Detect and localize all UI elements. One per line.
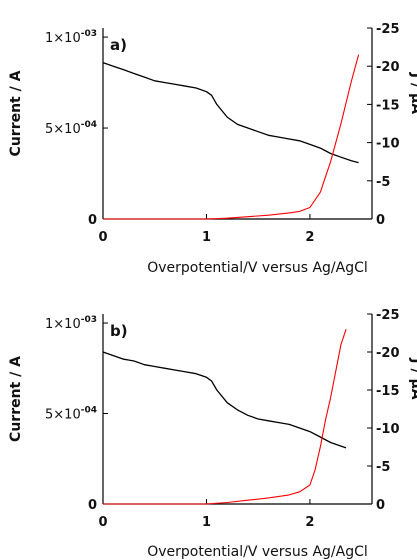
x-tick-label: 1 <box>202 515 211 530</box>
y-right-tick-label: -25 <box>376 308 400 323</box>
y-right-tick-label: -10 <box>376 422 400 437</box>
series-line-current <box>102 351 347 449</box>
panel-label: a) <box>110 36 127 54</box>
x-axis-title: Overpotential/V versus Ag/AgCl <box>147 544 368 560</box>
x-axis-title: Overpotential/V versus Ag/AgCl <box>147 260 368 276</box>
x-tick-label: 0 <box>98 515 107 530</box>
y-left-tick-label: 1×10-03 <box>45 315 97 332</box>
y-left-tick-label: 0 <box>88 498 97 513</box>
y-left-tick-exponent: -04 <box>81 120 97 130</box>
y-left-tick-base: 0 <box>88 213 97 228</box>
y-left-tick-base: 1×10 <box>45 31 81 46</box>
y-left-tick-label: 5×10-04 <box>45 120 97 137</box>
y-right-tick-label: -25 <box>376 22 400 37</box>
x-tick-label: 2 <box>305 515 314 530</box>
series-line-current <box>102 61 359 164</box>
y-left-tick-base: 5×10 <box>45 122 81 137</box>
chart-panel-1: 0 1 2 0 5×10-04 1×10-03 0 -5 -10 -15 -20 -25 Overpot… <box>8 22 417 276</box>
y-right-tick-label: -10 <box>376 137 400 152</box>
y-left-tick-exponent: -04 <box>81 406 97 416</box>
x-tick-label: 1 <box>202 230 211 245</box>
y-axis-left-title: Current / A <box>8 356 24 442</box>
y-right-tick-label: -20 <box>376 346 400 361</box>
y-axis-right-title: J / µA <box>408 72 417 114</box>
y-right-tick-label: -15 <box>376 384 400 399</box>
y-left-tick-base: 0 <box>88 498 97 513</box>
y-left-tick-exponent: -03 <box>81 29 97 39</box>
series-line-density <box>103 54 360 220</box>
x-tick-label: 2 <box>305 230 314 245</box>
y-left-tick-label: 0 <box>88 213 97 228</box>
series-line-density <box>103 329 347 505</box>
y-right-tick-label: -5 <box>376 175 390 190</box>
y-left-tick-label: 5×10-04 <box>45 406 97 423</box>
panel-label: b) <box>110 322 128 340</box>
x-tick-label: 0 <box>98 230 107 245</box>
y-left-tick-base: 5×10 <box>45 408 81 423</box>
y-left-tick-exponent: -03 <box>81 315 97 325</box>
chart-panel-2: 0 1 2 0 5×10-04 1×10-03 0 -5 -10 -15 -20 -25 Overpot… <box>8 308 417 560</box>
y-left-tick-label: 1×10-03 <box>45 29 97 46</box>
y-left-tick-base: 1×10 <box>45 317 81 332</box>
y-right-tick-label: 0 <box>376 213 385 228</box>
y-axis-right-title: J / µA <box>408 357 417 399</box>
y-right-tick-label: -15 <box>376 98 400 113</box>
y-right-tick-label: 0 <box>376 498 385 513</box>
y-right-tick-label: -20 <box>376 60 400 75</box>
y-right-tick-label: -5 <box>376 460 390 475</box>
y-axis-left-title: Current / A <box>8 70 24 156</box>
